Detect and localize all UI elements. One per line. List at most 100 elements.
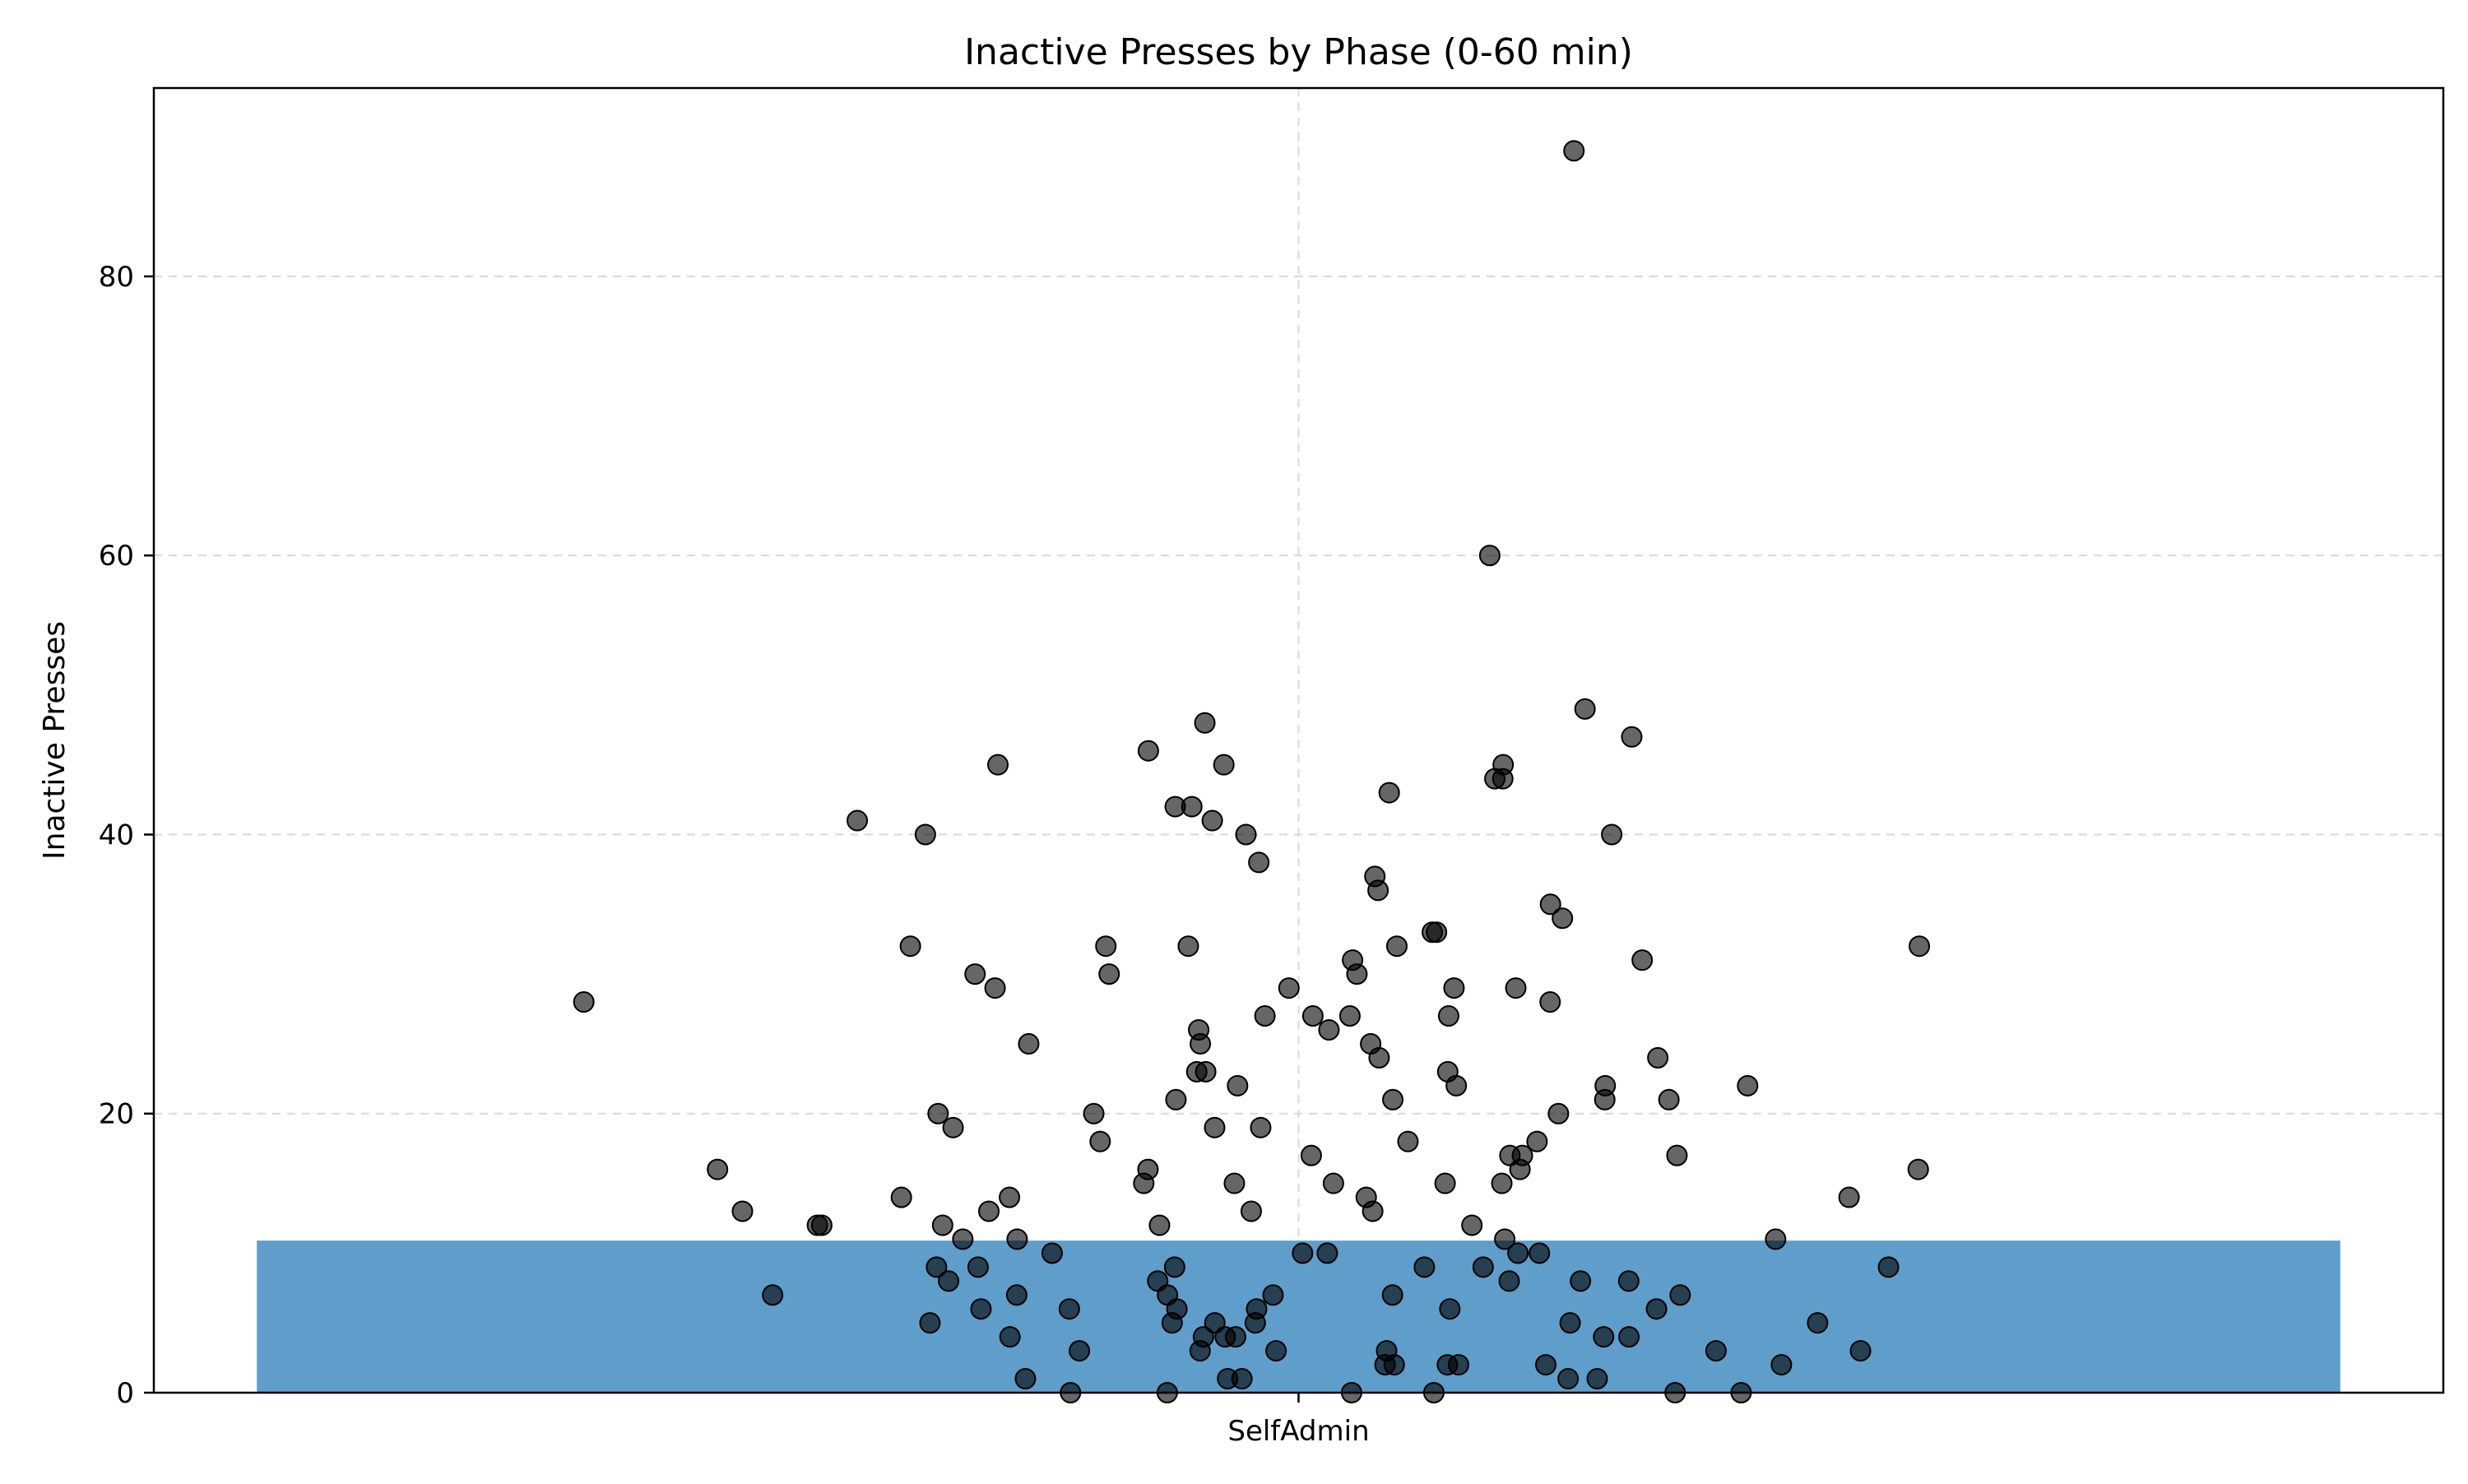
data-point — [1265, 1340, 1287, 1362]
data-point — [1227, 1074, 1249, 1097]
data-point — [1254, 1005, 1276, 1027]
data-point — [847, 809, 869, 832]
data-point — [987, 754, 1009, 776]
data-point — [1645, 1298, 1668, 1320]
data-point — [806, 1214, 828, 1236]
data-point — [952, 1228, 974, 1250]
data-point — [931, 1214, 953, 1236]
data-point — [1224, 1326, 1246, 1348]
data-point — [1559, 1312, 1581, 1334]
data-point — [1472, 1256, 1494, 1278]
data-point — [1190, 1032, 1212, 1055]
data-point — [1367, 879, 1389, 902]
data-point — [1161, 1312, 1183, 1334]
data-point — [1877, 1256, 1900, 1278]
data-point — [1557, 1368, 1580, 1390]
data-point — [1631, 949, 1654, 972]
data-point — [1529, 1242, 1551, 1264]
data-point — [927, 1102, 949, 1125]
data-point — [967, 1256, 989, 1278]
data-point — [1041, 1242, 1063, 1264]
data-point — [1478, 545, 1501, 567]
data-point — [1666, 1144, 1688, 1166]
data-point — [1163, 1256, 1185, 1278]
data-point — [1165, 1088, 1187, 1111]
data-point — [1177, 935, 1199, 958]
data-point — [1189, 1340, 1211, 1362]
data-point — [1262, 1284, 1284, 1306]
y-tick-label: 80 — [99, 261, 134, 294]
data-point — [1201, 809, 1223, 832]
data-point — [999, 1186, 1021, 1208]
data-point — [1491, 1172, 1513, 1194]
data-point — [1705, 1340, 1727, 1362]
data-point — [1509, 1158, 1531, 1180]
data-point — [1362, 1200, 1384, 1222]
data-point — [1526, 1130, 1548, 1152]
data-point — [1346, 963, 1368, 985]
data-point — [1534, 1354, 1556, 1376]
data-point — [1089, 1130, 1111, 1152]
data-point — [1005, 1284, 1028, 1306]
data-point — [1318, 1018, 1340, 1041]
data-point — [1338, 1005, 1361, 1027]
data-point — [1383, 1354, 1405, 1376]
data-point — [1909, 935, 1931, 958]
data-point — [984, 977, 1006, 999]
data-point — [890, 1186, 912, 1208]
data-point — [1494, 1228, 1516, 1250]
data-point — [762, 1284, 784, 1306]
data-point — [1621, 726, 1643, 748]
y-tick-label: 0 — [116, 1377, 134, 1410]
data-point — [1378, 781, 1400, 804]
data-point — [1507, 1242, 1529, 1264]
chart-title: Inactive Presses by Phase (0-60 min) — [964, 31, 1633, 73]
y-tick-label: 60 — [99, 540, 134, 573]
data-point — [1213, 754, 1235, 776]
bar-selfadmin — [257, 1241, 2340, 1393]
grid-layer — [154, 88, 2443, 1393]
data-point — [1586, 1368, 1608, 1390]
data-point — [1443, 977, 1465, 999]
data-point — [1250, 1116, 1272, 1139]
data-point — [1563, 140, 1585, 162]
data-point — [1849, 1340, 1872, 1362]
data-point — [1083, 1102, 1105, 1125]
data-point — [1658, 1088, 1680, 1111]
data-point — [1133, 1172, 1155, 1194]
data-point — [1240, 1200, 1262, 1222]
data-point — [1570, 1270, 1592, 1292]
data-point — [1148, 1214, 1171, 1236]
data-point — [1539, 991, 1561, 1013]
y-tick-label: 40 — [99, 819, 134, 851]
data-point — [1617, 1270, 1640, 1292]
point-layer — [573, 140, 1931, 1403]
data-point — [1413, 1256, 1436, 1278]
data-point — [1244, 1312, 1266, 1334]
data-point — [1223, 1172, 1246, 1194]
data-point — [1069, 1340, 1091, 1362]
data-point — [1235, 823, 1257, 846]
data-point — [999, 1326, 1021, 1348]
data-point — [1498, 1270, 1520, 1292]
data-point — [1539, 893, 1561, 916]
data-point — [1437, 1005, 1459, 1027]
data-point — [1770, 1354, 1793, 1376]
data-point — [919, 1312, 941, 1334]
data-point — [1006, 1228, 1028, 1250]
data-point — [1601, 823, 1623, 846]
data-point — [1292, 1242, 1314, 1264]
data-point — [1164, 795, 1186, 818]
data-point — [1397, 1130, 1419, 1152]
data-point — [1434, 1172, 1456, 1194]
data-point — [707, 1158, 729, 1180]
data-point — [1322, 1172, 1344, 1194]
data-point — [914, 823, 936, 846]
data-point — [1669, 1284, 1691, 1306]
data-point — [1368, 1046, 1390, 1069]
data-point — [1594, 1088, 1616, 1111]
data-point — [1300, 1144, 1322, 1166]
